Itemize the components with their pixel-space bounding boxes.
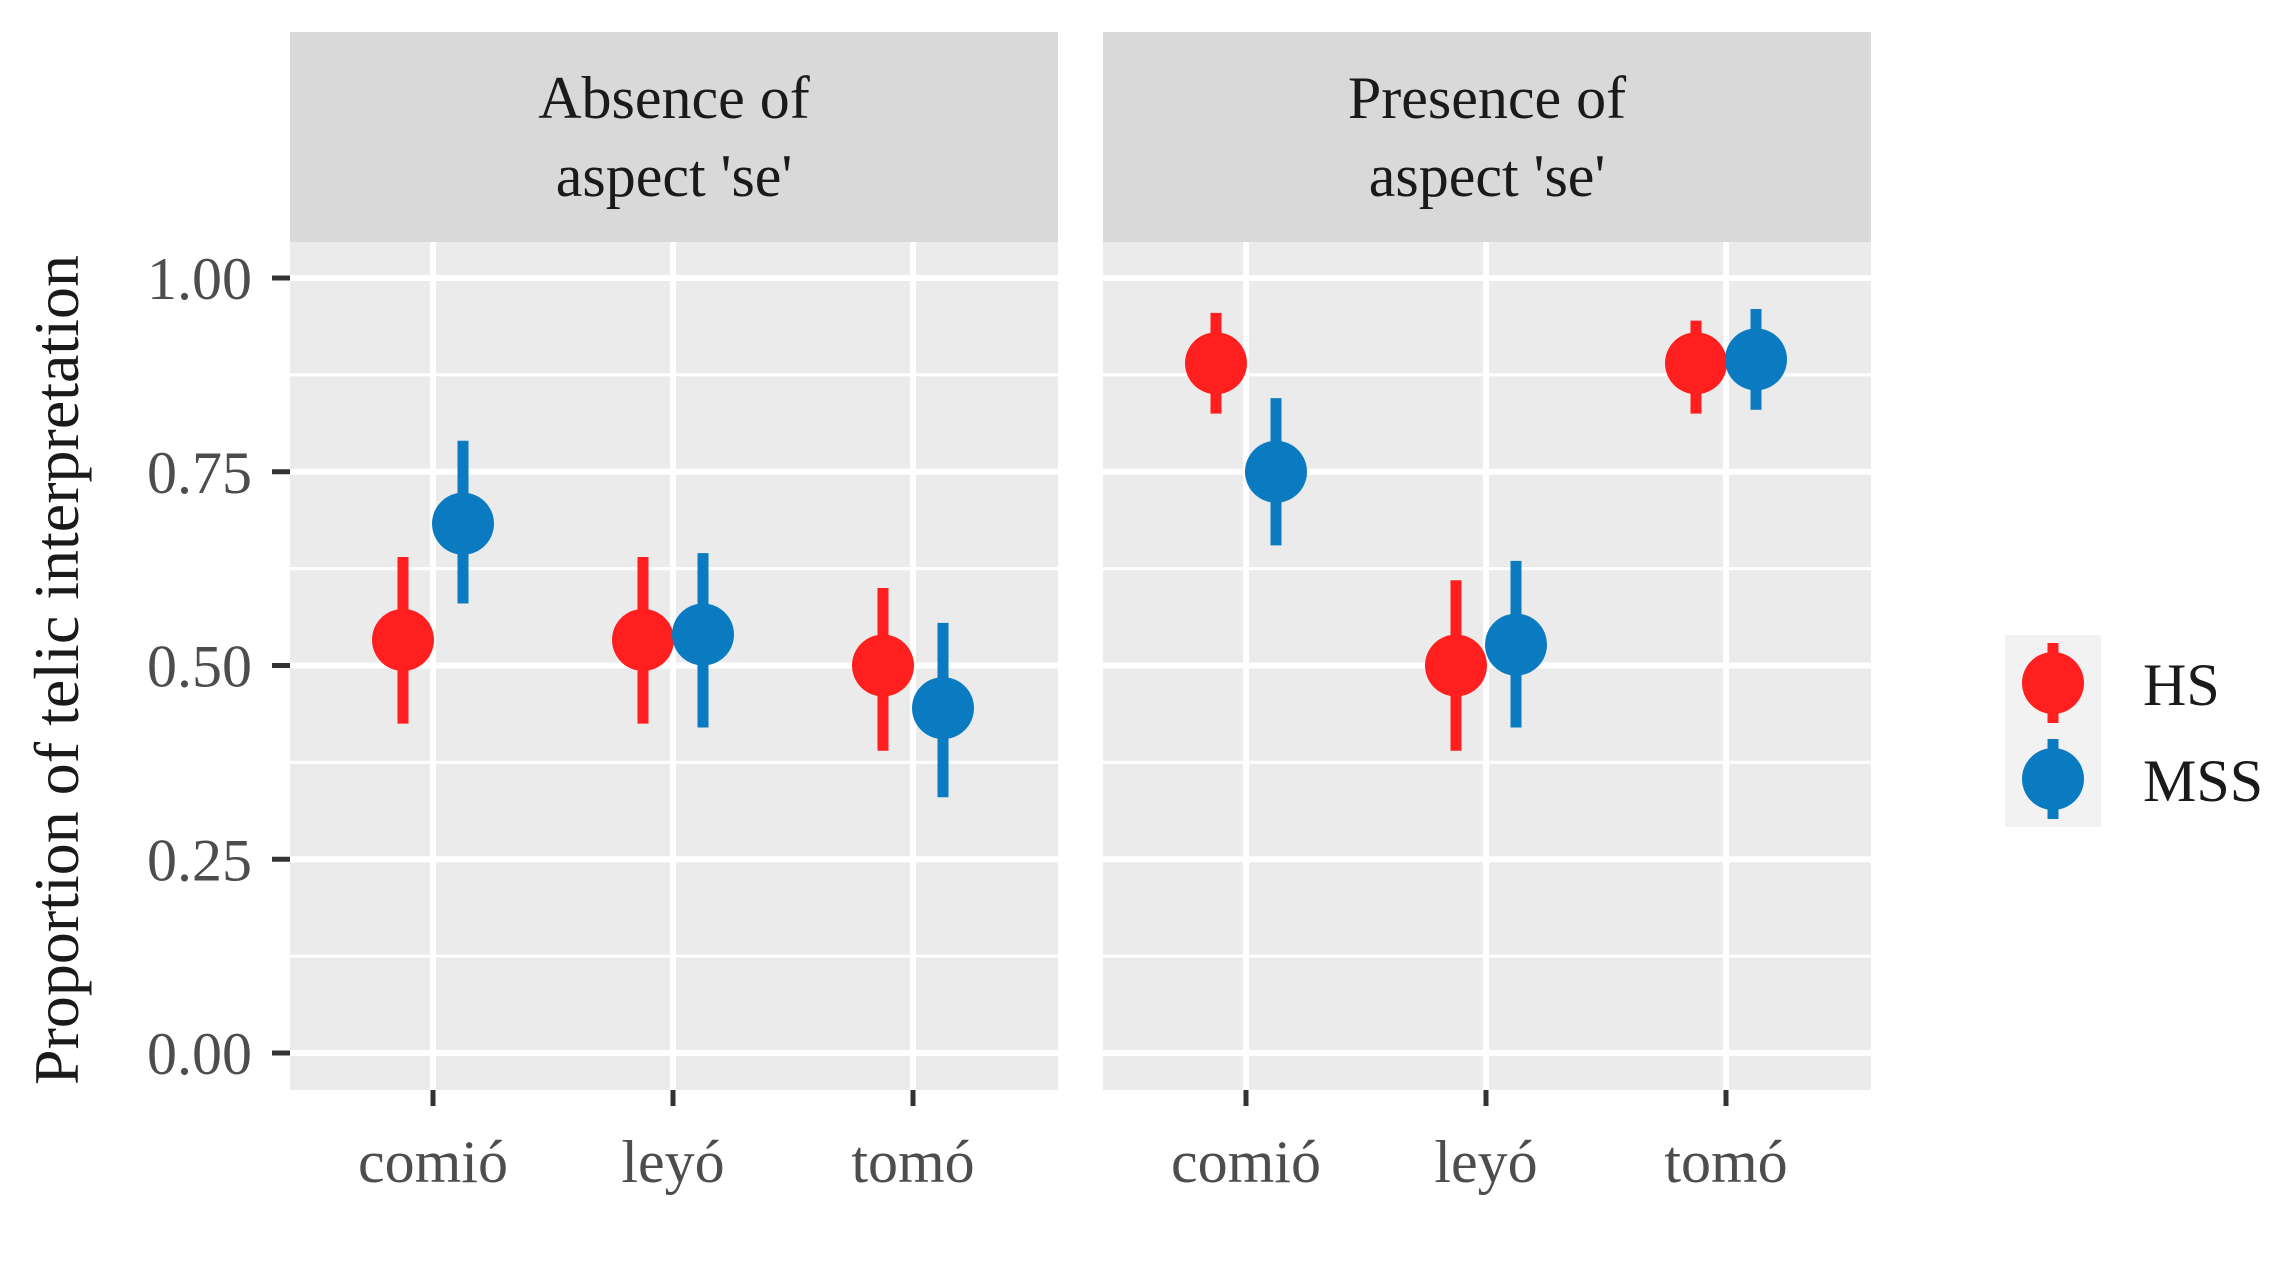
- panel-marks: [1185, 309, 1787, 751]
- panel-grid: [290, 242, 1058, 1090]
- facet-title-line2: aspect 'se': [556, 143, 793, 209]
- y-tick-label: 1.00: [147, 246, 252, 312]
- facet-strip: [1103, 32, 1871, 242]
- point-mss: [1485, 613, 1547, 676]
- legend-key-point-mss: [2022, 748, 2084, 810]
- legend-label-hs: HS: [2143, 652, 2220, 718]
- x-axis: comió leyó tomó: [1171, 1090, 1788, 1195]
- y-tick-label: 0.00: [147, 1021, 252, 1087]
- y-axis-title: Proportion of telic interpretation: [21, 255, 92, 1085]
- point-mss: [432, 492, 494, 555]
- x-axis: comió leyó tomó: [358, 1090, 975, 1195]
- facet-title-line2: aspect 'se': [1369, 143, 1606, 209]
- point-hs: [1425, 634, 1487, 697]
- legend: HS MSS: [2005, 635, 2263, 827]
- point-mss: [1725, 328, 1787, 391]
- point-hs: [372, 608, 434, 671]
- point-hs: [1185, 332, 1247, 395]
- point-hs: [1665, 332, 1727, 395]
- x-tick-label: comió: [358, 1129, 508, 1195]
- facet-presence: Presence of aspect 'se' comió leyó tomó: [1103, 32, 1871, 1195]
- y-axis: 0.00 0.25 0.50 0.75 1.00: [147, 246, 290, 1087]
- x-tick-label: tomó: [1664, 1129, 1787, 1195]
- legend-key-point-hs: [2022, 652, 2084, 714]
- point-hs: [852, 634, 914, 697]
- x-tick-label: leyó: [1434, 1129, 1537, 1195]
- x-tick-label: leyó: [621, 1129, 724, 1195]
- panel-marks: [372, 440, 974, 798]
- point-mss: [1245, 440, 1307, 503]
- point-mss: [672, 603, 734, 666]
- point-hs: [612, 608, 674, 671]
- legend-label-mss: MSS: [2143, 748, 2263, 814]
- facet-strip: [290, 32, 1058, 242]
- point-mss: [912, 677, 974, 740]
- y-tick-label: 0.75: [147, 440, 252, 506]
- facet-title-line1: Absence of: [538, 65, 810, 131]
- facet-absence: Absence of aspect 'se' comió leyó tomó: [290, 32, 1058, 1195]
- y-tick-label: 0.50: [147, 634, 252, 700]
- x-tick-label: comió: [1171, 1129, 1321, 1195]
- x-tick-label: tomó: [851, 1129, 974, 1195]
- y-tick-label: 0.25: [147, 827, 252, 893]
- facet-title-line1: Presence of: [1348, 65, 1626, 131]
